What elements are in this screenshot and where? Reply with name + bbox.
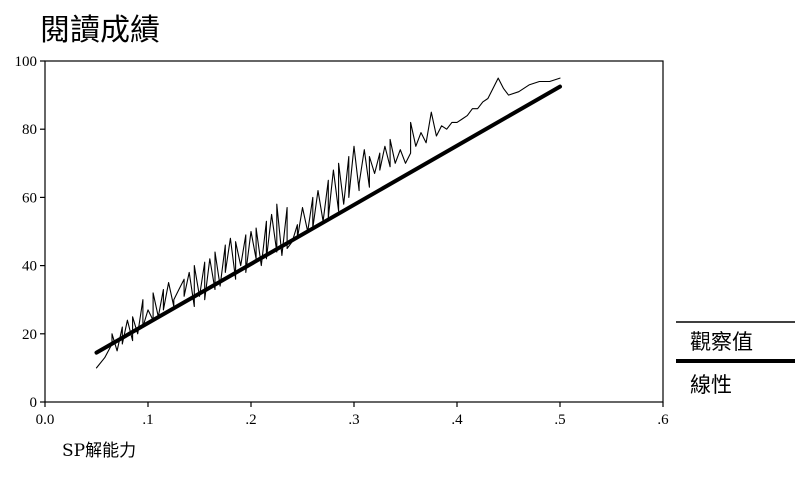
plot-area [44, 60, 664, 403]
x-tick-label: .6 [657, 412, 669, 428]
y-tick-label: 40 [22, 259, 37, 275]
x-tick-label: .1 [142, 412, 153, 428]
x-tick-label: 0.0 [36, 412, 55, 428]
series-line-observed [95, 77, 561, 369]
chart-title: 閱讀成績 [40, 13, 160, 48]
x-tick-label: .5 [554, 412, 565, 428]
x-tick-label: .2 [245, 412, 256, 428]
x-tick-label: .3 [348, 412, 359, 428]
y-tick-label: 80 [22, 122, 37, 138]
legend-label-linear: 線性 [690, 373, 732, 397]
x-axis-label: SP解能力 [62, 441, 136, 461]
x-tick-label: .4 [451, 412, 463, 428]
series-line-linear [94, 84, 562, 355]
legend-label-observed: 觀察值 [690, 330, 753, 354]
y-tick-label: 60 [22, 190, 37, 206]
y-axis: 0 20 40 60 80 100 [15, 54, 45, 411]
series-layer [94, 77, 562, 369]
legend: 觀察值 線性 [676, 321, 795, 397]
y-tick-label: 20 [22, 327, 37, 343]
y-tick-label: 100 [15, 54, 38, 70]
plot-frame [44, 60, 664, 403]
y-tick-label: 0 [30, 395, 38, 411]
x-axis: 0.0 .1 .2 .3 .4 .5 .6 [36, 402, 669, 428]
